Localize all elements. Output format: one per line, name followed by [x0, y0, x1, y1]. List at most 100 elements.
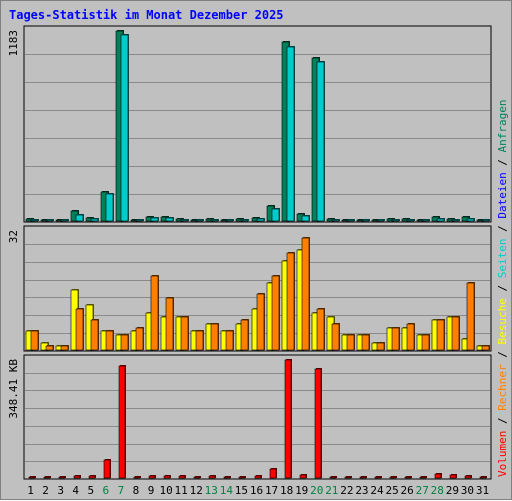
x-tick-label-day-7: 7 [118, 484, 125, 497]
legend-anfragen: Anfragen [496, 99, 509, 152]
x-tick-label-day-12: 12 [190, 484, 203, 497]
bar-seiten-day-8 [135, 219, 144, 222]
bar-seiten-day-28 [436, 218, 445, 222]
bar-seiten-day-9 [150, 217, 159, 222]
bar-volumen-day-12 [193, 476, 201, 479]
bar-seiten-day-23 [361, 219, 370, 222]
bar-seiten-day-25 [391, 219, 400, 222]
chart-title: Tages-Statistik im Monat Dezember 2025 [9, 8, 284, 22]
bar-rechner-day-19 [301, 237, 310, 351]
bar-rechner-day-14 [225, 330, 234, 351]
y-max-label-top: 1183 [7, 30, 20, 57]
bar-rechner-day-12 [195, 330, 204, 351]
bar-rechner-day-6 [105, 330, 114, 351]
bar-rechner-day-2 [45, 345, 54, 351]
bar-seiten-day-24 [376, 219, 385, 222]
x-tick-label-day-31: 31 [476, 484, 489, 497]
x-tick-label-day-28: 28 [431, 484, 444, 497]
bar-rechner-day-18 [286, 252, 295, 351]
bar-seiten-day-5 [90, 218, 99, 222]
x-tick-label-day-5: 5 [87, 484, 94, 497]
bar-volumen-day-3 [58, 476, 66, 479]
bar-volumen-day-18 [284, 359, 292, 479]
bar-volumen-day-7 [118, 365, 126, 479]
bar-rechner-day-22 [346, 334, 355, 351]
x-tick-label-day-10: 10 [159, 484, 172, 497]
bar-rechner-day-30 [466, 282, 475, 351]
y-max-label-bottom: 348.41 KB [7, 359, 20, 419]
bar-rechner-day-5 [90, 319, 99, 351]
legend-separator: / [496, 411, 509, 431]
bar-volumen-day-29 [449, 474, 457, 479]
bar-seiten-day-22 [346, 219, 355, 222]
x-tick-label-day-21: 21 [325, 484, 338, 497]
bar-rechner-day-9 [150, 275, 159, 351]
x-tick-label-day-2: 2 [42, 484, 49, 497]
legend-dateien: Dateien [496, 172, 509, 218]
x-tick-label-day-8: 8 [133, 484, 140, 497]
legend-rechner: Rechner [496, 364, 509, 411]
x-tick-label-day-24: 24 [370, 484, 384, 497]
legend-separator: / [496, 152, 509, 172]
bar-seiten-day-7 [120, 34, 129, 222]
bar-rechner-day-24 [376, 342, 385, 351]
x-tick-label-day-9: 9 [148, 484, 155, 497]
bar-seiten-day-11 [180, 219, 189, 222]
x-tick-label-day-4: 4 [72, 484, 79, 497]
bar-volumen-day-16 [254, 475, 262, 479]
x-tick-label-day-18: 18 [280, 484, 293, 497]
x-tick-label-day-27: 27 [416, 484, 429, 497]
y-max-label-middle: 32 [7, 230, 20, 243]
bar-rechner-day-28 [436, 319, 445, 351]
legend-separator: / [496, 278, 509, 298]
bar-volumen-day-19 [299, 474, 307, 479]
bar-seiten-day-26 [406, 219, 415, 222]
plot-panel-top [23, 25, 492, 223]
x-tick-label-day-17: 17 [265, 484, 278, 497]
bar-rechner-day-31 [481, 345, 490, 351]
legend-volumen: Volumen [496, 431, 509, 477]
bar-rechner-day-16 [256, 293, 265, 351]
bar-seiten-day-1 [30, 219, 39, 222]
bar-volumen-day-14 [223, 476, 231, 479]
bar-volumen-day-9 [148, 475, 156, 479]
x-tick-label-day-3: 3 [57, 484, 64, 497]
bar-rechner-day-3 [60, 345, 69, 351]
bar-volumen-day-4 [73, 475, 81, 479]
x-tick-label-day-15: 15 [235, 484, 248, 497]
bar-rechner-day-4 [75, 308, 84, 351]
bar-seiten-day-10 [165, 217, 174, 222]
x-tick-label-day-25: 25 [385, 484, 398, 497]
bar-rechner-day-20 [316, 308, 325, 351]
legend-besuche: Besuche [496, 298, 509, 344]
bar-volumen-day-23 [359, 476, 367, 479]
bar-seiten-day-16 [256, 218, 265, 222]
bar-seiten-day-13 [210, 219, 219, 222]
x-tick-label-day-13: 13 [205, 484, 218, 497]
bar-rechner-day-8 [135, 327, 144, 351]
bar-rechner-day-21 [331, 323, 340, 351]
bar-rechner-day-23 [361, 334, 370, 351]
legend-separator: / [496, 219, 509, 239]
bar-rechner-day-10 [165, 297, 174, 351]
bar-rechner-day-1 [30, 330, 39, 351]
bar-seiten-day-4 [75, 214, 84, 222]
bar-seiten-day-18 [286, 46, 295, 222]
bar-volumen-day-6 [103, 459, 111, 479]
x-tick-label-day-19: 19 [295, 484, 308, 497]
bar-seiten-day-3 [60, 219, 69, 222]
x-tick-label-day-16: 16 [250, 484, 263, 497]
bar-rechner-day-13 [210, 323, 219, 351]
bar-seiten-day-27 [421, 219, 430, 222]
bar-volumen-day-20 [314, 368, 322, 479]
bar-rechner-day-15 [240, 319, 249, 351]
bar-volumen-day-26 [404, 476, 412, 479]
bar-seiten-day-14 [225, 219, 234, 222]
legend: Volumen / Rechner / Besuche / Seiten / D… [496, 99, 509, 477]
bar-volumen-day-8 [133, 476, 141, 479]
bar-volumen-day-30 [464, 475, 472, 479]
bar-seiten-day-21 [331, 219, 340, 222]
bar-volumen-day-25 [389, 476, 397, 479]
bar-volumen-day-22 [344, 476, 352, 479]
